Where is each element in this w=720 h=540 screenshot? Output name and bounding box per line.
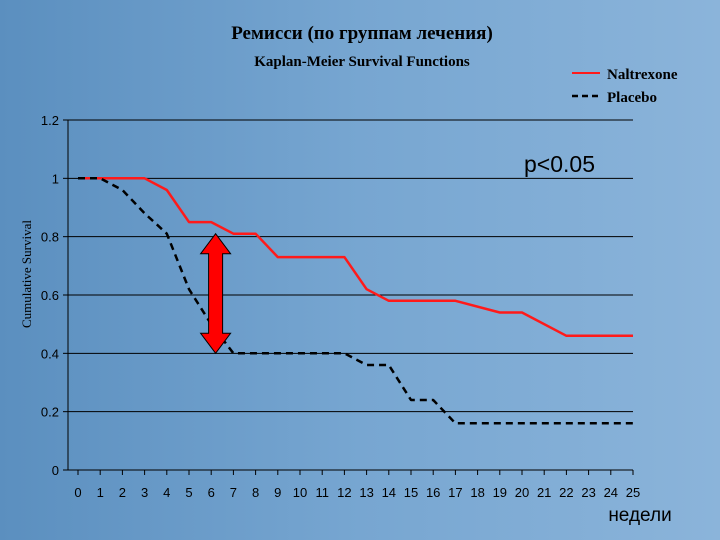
- y-tick-label: 0.2: [41, 405, 59, 420]
- y-tick-label: 0.4: [41, 346, 59, 361]
- plot-axes: 00.20.40.60.811.20 1 2 3 4 5 6 7 8 9 10 11 12 13 14 15 1…: [41, 113, 640, 500]
- y-tick-label: 0.6: [41, 288, 59, 303]
- x-tick-label: 3: [141, 485, 148, 500]
- plot-series: [78, 177, 633, 425]
- y-axis-label: Cumulative Survival: [19, 220, 34, 328]
- x-tick-label: 18: [470, 485, 484, 500]
- chart-title: Ремисси (по группам лечения): [231, 23, 493, 44]
- x-tick-label: 5: [185, 485, 192, 500]
- x-tick-label: 25: [626, 485, 640, 500]
- series-line-naltrexone: [78, 177, 633, 338]
- x-tick-label: 11: [315, 485, 329, 500]
- x-tick-label: 23: [581, 485, 595, 500]
- x-tick-label: 13: [359, 485, 373, 500]
- x-tick-label: 2: [119, 485, 126, 500]
- x-tick-label: 24: [604, 485, 618, 500]
- x-tick-label: 4: [163, 485, 170, 500]
- x-axis-label: недели: [608, 505, 671, 526]
- x-tick-label: 15: [404, 485, 418, 500]
- legend: Naltrexone Placebo: [572, 67, 678, 106]
- y-tick-label: 0.8: [41, 230, 59, 245]
- x-tick-label: 14: [382, 485, 396, 500]
- p-value-annotation: p<0.05: [524, 151, 595, 177]
- x-tick-label: 1: [97, 485, 104, 500]
- x-tick-label: 22: [559, 485, 573, 500]
- x-tick-label: 9: [274, 485, 281, 500]
- x-tick-label: 0: [74, 485, 81, 500]
- x-tick-label: 17: [448, 485, 462, 500]
- plot-grid: [68, 119, 633, 413]
- legend-label-naltrexone: Naltrexone: [607, 67, 678, 83]
- x-tick-label: 6: [208, 485, 215, 500]
- x-tick-label: 8: [252, 485, 259, 500]
- y-tick-label: 1.2: [41, 113, 59, 128]
- series-line-placebo: [78, 177, 633, 425]
- arrow-shape: [199, 232, 232, 355]
- difference-arrow: [199, 232, 232, 355]
- x-tick-label: 10: [293, 485, 307, 500]
- legend-label-placebo: Placebo: [607, 90, 657, 106]
- x-tick-label: 20: [515, 485, 529, 500]
- x-tick-label: 7: [230, 485, 237, 500]
- x-tick-label: 16: [426, 485, 440, 500]
- chart-subtitle: Kaplan-Meier Survival Functions: [254, 54, 470, 70]
- y-tick-label: 1: [52, 171, 59, 186]
- y-tick-label: 0: [52, 463, 59, 478]
- x-tick-label: 12: [337, 485, 351, 500]
- x-tick-label: 19: [493, 485, 507, 500]
- x-tick-label: 21: [537, 485, 551, 500]
